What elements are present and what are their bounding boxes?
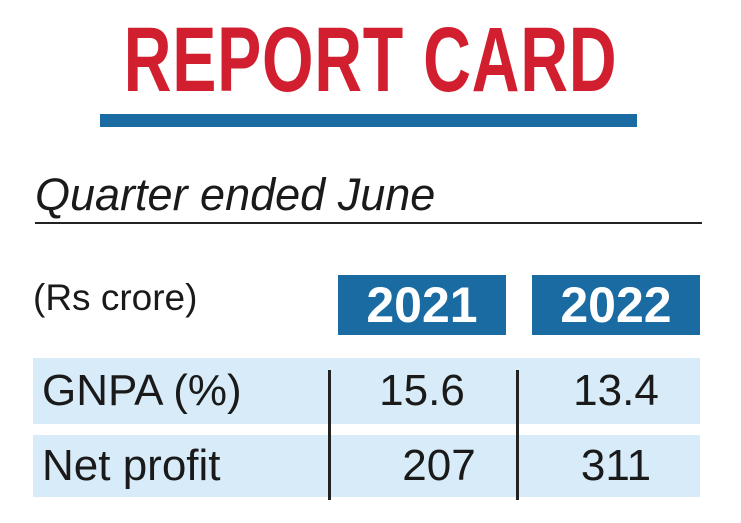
column-separator	[328, 370, 331, 500]
cell-value: 15.6	[379, 366, 465, 415]
unit-label: (Rs crore)	[33, 277, 198, 318]
row-label: GNPA (%)	[42, 366, 242, 415]
year-header: 2022	[532, 275, 700, 335]
table-row	[33, 435, 700, 497]
year-header: 2021	[338, 275, 506, 335]
subtitle: Quarter ended June	[35, 169, 436, 220]
cell-value: 311	[580, 441, 652, 490]
title-bar	[100, 114, 637, 127]
subtitle-rule	[35, 222, 702, 224]
row-label: Net profit	[42, 441, 221, 490]
title: REPORT CARD	[123, 9, 618, 111]
column-separator	[516, 370, 519, 500]
table-row	[33, 358, 700, 424]
cell-value: 207	[402, 441, 476, 490]
cell-value: 13.4	[573, 366, 659, 415]
